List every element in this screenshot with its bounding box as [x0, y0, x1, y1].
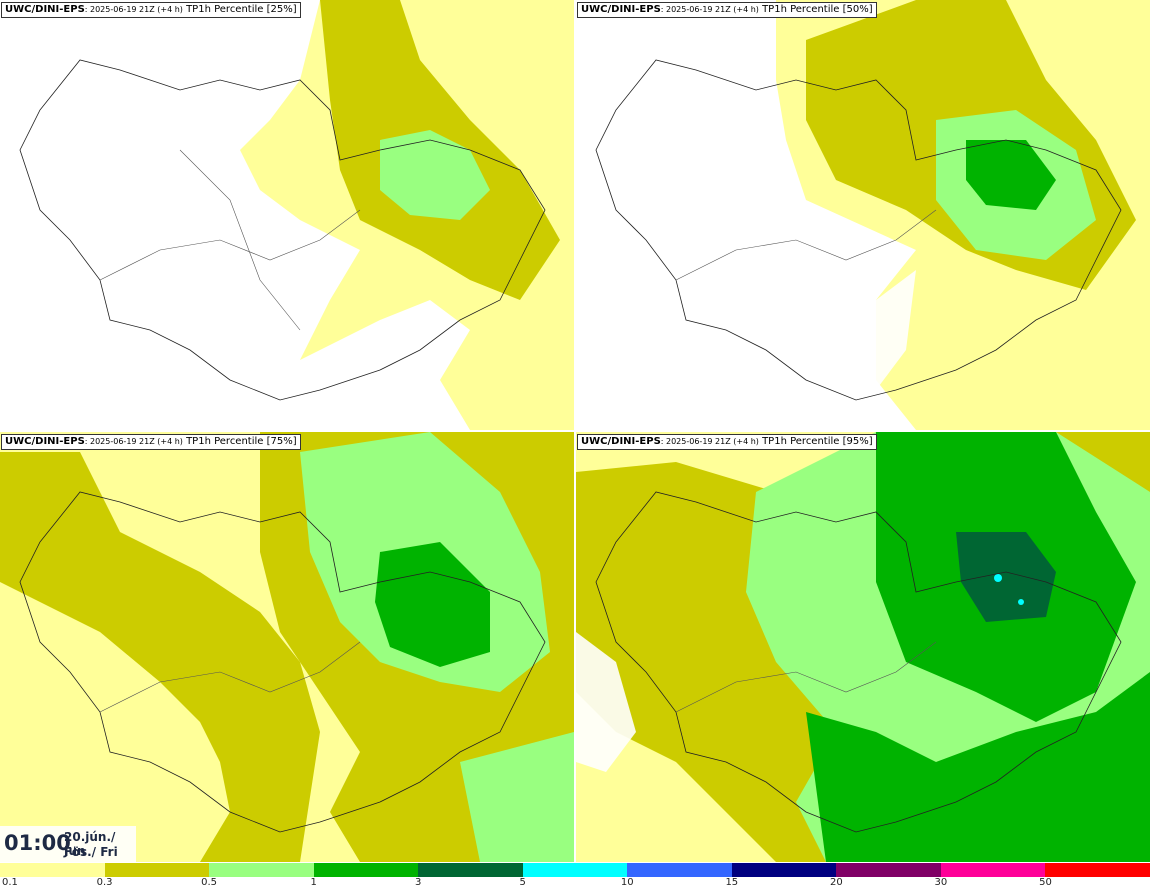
iceland-coastline — [19, 59, 546, 401]
valid-time-box: 01:00 20.jún./ Jun Fös./ Fri — [0, 826, 136, 862]
product-name: TP1h Percentile [25%] — [186, 4, 297, 15]
run-time: : 2025-06-19 21Z (+4 h) — [660, 437, 759, 446]
precip-area-heavy — [375, 542, 490, 667]
road-line — [675, 641, 937, 713]
precip-area-moderate — [0, 452, 320, 862]
precip-area-heavy — [806, 672, 1150, 862]
dry-area — [576, 632, 636, 772]
color-legend-ticks: 0.1 0.3 0.5 1 3 5 10 15 20 30 50 — [0, 877, 1150, 891]
precip-map-p75 — [0, 432, 574, 862]
legend-swatch — [0, 863, 105, 877]
precip-map-p95 — [576, 432, 1150, 862]
legend-tick-label: 0.1 — [2, 877, 18, 888]
model-name: UWC/DINI-EPS — [581, 4, 661, 15]
legend-tick-label: 30 — [934, 877, 948, 888]
road-line — [99, 209, 361, 281]
legend-swatch — [940, 863, 1046, 877]
precip-area-heavier — [380, 130, 490, 220]
legend-swatch — [522, 863, 628, 877]
map-panel-p25: UWC/DINI-EPS: 2025-06-19 21Z (+4 h) TP1h… — [0, 0, 574, 430]
road-line — [179, 149, 301, 331]
precip-map-p50 — [595, 0, 1150, 430]
legend-swatch — [1045, 863, 1150, 877]
model-name: UWC/DINI-EPS — [5, 436, 85, 447]
legend-tick-label: 10 — [620, 877, 634, 888]
precip-map-p25 — [19, 0, 574, 430]
color-legend-bar — [0, 863, 1150, 877]
panel-title: UWC/DINI-EPS: 2025-06-19 21Z (+4 h) TP1h… — [577, 2, 877, 18]
precip-peak — [1018, 599, 1024, 605]
dry-area — [150, 300, 240, 360]
valid-date: 20.jún./ Jun — [64, 830, 116, 858]
legend-tick-label: 50 — [1039, 877, 1052, 888]
legend-tick-label: 1 — [310, 877, 317, 888]
valid-time-clock: 01:00 — [4, 831, 71, 855]
precip-area-heavy — [966, 140, 1056, 210]
model-name: UWC/DINI-EPS — [581, 436, 661, 447]
legend-swatch — [313, 863, 419, 877]
legend-swatch — [104, 863, 210, 877]
run-time: : 2025-06-19 21Z (+4 h) — [84, 5, 183, 14]
product-name: TP1h Percentile [95%] — [762, 436, 873, 447]
precip-peak — [994, 574, 1002, 582]
legend-tick-label: 15 — [725, 877, 739, 888]
map-panel-p95: UWC/DINI-EPS: 2025-06-19 21Z (+4 h) TP1h… — [576, 432, 1150, 862]
panel-title: UWC/DINI-EPS: 2025-06-19 21Z (+4 h) TP1h… — [577, 434, 877, 450]
iceland-coastline — [19, 491, 546, 833]
road-line — [675, 209, 937, 281]
legend-tick-label: 0.3 — [96, 877, 113, 888]
map-panel-p50: UWC/DINI-EPS: 2025-06-19 21Z (+4 h) TP1h… — [576, 0, 1150, 430]
legend-tick-label: 3 — [414, 877, 422, 888]
legend-tick-label: 5 — [519, 877, 526, 888]
legend-swatch — [209, 863, 314, 877]
dry-area — [836, 270, 916, 390]
run-time: : 2025-06-19 21Z (+4 h) — [84, 437, 183, 446]
legend-swatch — [418, 863, 523, 877]
panel-title: UWC/DINI-EPS: 2025-06-19 21Z (+4 h) TP1h… — [1, 434, 301, 450]
product-name: TP1h Percentile [50%] — [762, 4, 873, 15]
product-name: TP1h Percentile [75%] — [186, 436, 297, 447]
road-line — [99, 641, 361, 713]
run-time: : 2025-06-19 21Z (+4 h) — [660, 5, 759, 14]
precip-area-very-heavy — [956, 532, 1056, 622]
model-name: UWC/DINI-EPS — [5, 4, 85, 15]
legend-swatch — [731, 863, 837, 877]
legend-swatch — [627, 863, 732, 877]
valid-weekday: Fös./ Fri — [64, 845, 118, 859]
legend-tick-label: 0.5 — [201, 877, 218, 888]
legend-tick-label: 20 — [829, 877, 843, 888]
legend-swatch — [836, 863, 941, 877]
iceland-coastline — [595, 59, 1122, 401]
precip-area-heavier — [460, 732, 574, 862]
panel-title: UWC/DINI-EPS: 2025-06-19 21Z (+4 h) TP1h… — [1, 2, 301, 18]
map-panel-p75: UWC/DINI-EPS: 2025-06-19 21Z (+4 h) TP1h… — [0, 432, 574, 862]
iceland-coastline — [595, 491, 1122, 833]
